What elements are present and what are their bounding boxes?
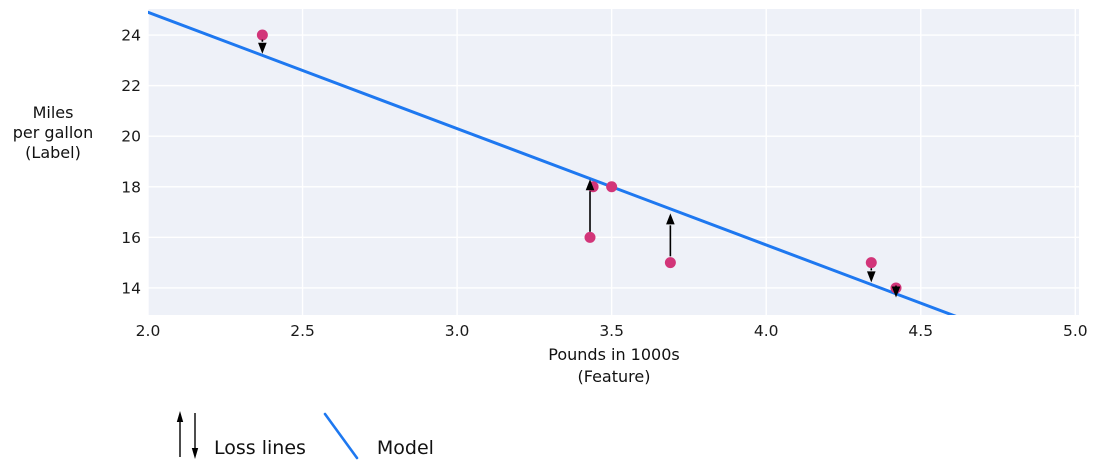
data-point (256, 29, 268, 41)
y-axis-label: Miles per gallon (Label) (12, 103, 94, 162)
y-tick-label: 14 (121, 279, 141, 297)
loss-arrow-head (866, 271, 876, 283)
loss-arrow-head (258, 42, 267, 54)
y-tick-label: 24 (121, 27, 141, 45)
x-axis-label: Pounds in 1000s (Feature) (548, 345, 680, 386)
x-tick-label: 3.0 (445, 322, 470, 340)
y-tick-label: 18 (121, 178, 141, 196)
x-tick-label: 2.0 (136, 322, 161, 340)
y-tick-label: 20 (121, 128, 141, 146)
y-tick-label: 16 (121, 229, 141, 247)
model-line (148, 10, 957, 315)
plot-area (148, 9, 1079, 315)
x-tick-label: 4.0 (754, 322, 779, 340)
data-point (606, 181, 618, 193)
up-arrow-icon (176, 411, 184, 422)
x-tick-label: 2.5 (290, 322, 315, 340)
data-point (865, 257, 877, 269)
x-tick-label: 3.5 (599, 322, 624, 340)
x-tick-label: 4.5 (908, 322, 933, 340)
x-tick-label: 5.0 (1063, 322, 1088, 340)
loss-arrows-icon (176, 411, 199, 459)
legend: Loss lines Model (172, 408, 434, 460)
legend-label-loss-lines: Loss lines (214, 437, 306, 459)
data-point (584, 231, 596, 243)
down-arrow-icon (191, 448, 199, 459)
loss-arrow-head (666, 213, 675, 225)
legend-label-model: Model (376, 437, 434, 459)
data-point (664, 257, 676, 269)
loss-arrow-head (891, 286, 901, 298)
legend-item-loss-lines: Loss lines (172, 408, 306, 460)
legend-item-model: Model (306, 408, 434, 460)
y-tick-label: 22 (121, 77, 141, 95)
model-line-icon (323, 412, 359, 460)
loss-arrow-head (585, 179, 595, 191)
